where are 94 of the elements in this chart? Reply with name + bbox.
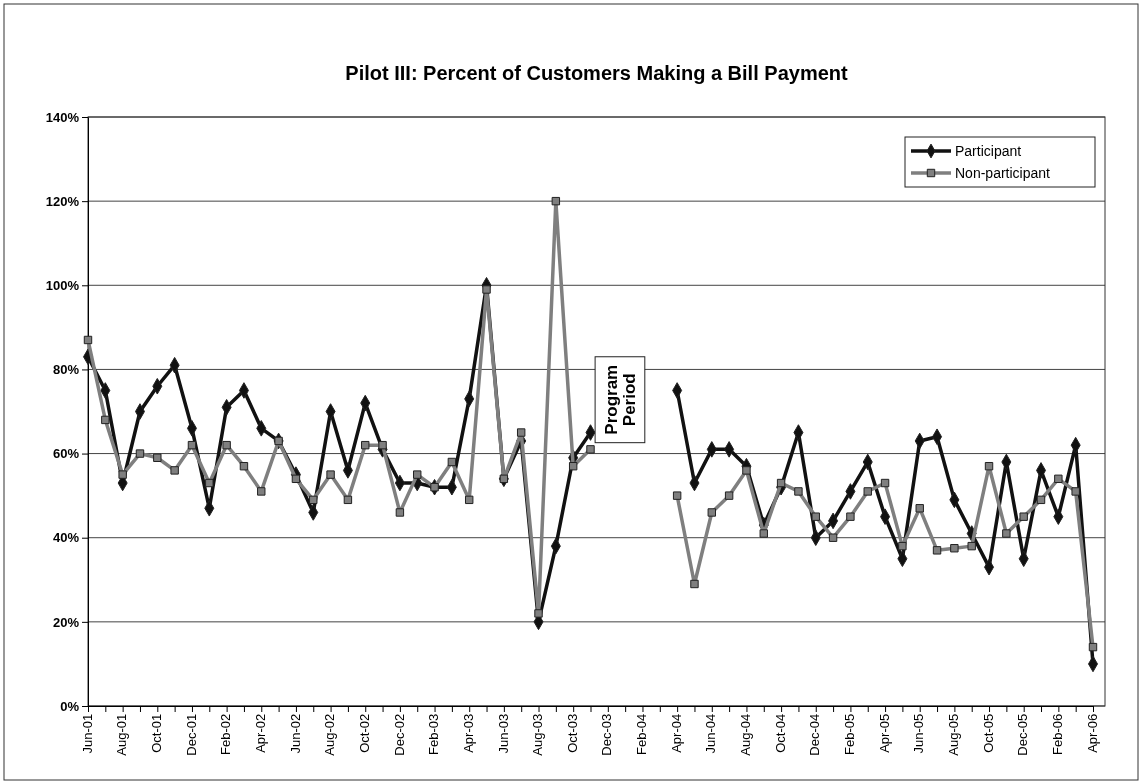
point	[551, 196, 561, 206]
point	[932, 546, 942, 555]
point	[915, 504, 924, 513]
x-tick-label: Dec-03	[599, 713, 615, 756]
point	[222, 440, 231, 450]
x-tick-label: Apr-04	[668, 713, 684, 753]
point	[672, 491, 682, 500]
point	[898, 541, 907, 551]
point	[586, 445, 595, 454]
x-tick-label: Feb-05	[842, 713, 858, 755]
x-tick-label: Oct-01	[148, 713, 164, 753]
point	[205, 478, 214, 488]
point	[967, 541, 976, 551]
point	[1002, 529, 1011, 538]
y-tick-label: 60%	[52, 446, 80, 462]
y-tick-label: 140%	[45, 109, 80, 125]
annotation: Program Period	[601, 364, 640, 435]
point	[239, 461, 249, 471]
point	[361, 440, 370, 450]
point	[984, 461, 994, 471]
point	[950, 544, 959, 553]
point	[1071, 487, 1080, 496]
point	[1036, 495, 1046, 505]
point	[516, 428, 526, 437]
x-tick-label: Oct-02	[356, 713, 372, 753]
legend-label: Non-participant	[955, 165, 1051, 181]
x-tick-label: Aug-01	[114, 713, 130, 756]
point	[707, 508, 716, 517]
point	[846, 512, 855, 521]
point	[690, 579, 699, 589]
point	[326, 470, 335, 479]
x-tick-label: Aug-02	[322, 713, 338, 756]
x-tick-label: Dec-05	[1015, 713, 1031, 756]
x-tick-label: Apr-05	[876, 713, 892, 753]
point	[343, 495, 353, 505]
point	[1019, 512, 1028, 521]
point	[378, 440, 387, 450]
point	[499, 474, 509, 484]
point	[811, 512, 820, 521]
x-tick-label: Feb-04	[634, 713, 650, 755]
point	[309, 495, 318, 505]
point	[153, 453, 162, 462]
x-tick-label: Feb-02	[218, 713, 234, 755]
point	[1054, 474, 1063, 484]
x-tick-label: Dec-02	[391, 713, 407, 756]
y-tick-label: 100%	[45, 277, 80, 293]
chart-title: Pilot III: Percent of Customers Making a Bill Payment	[345, 62, 848, 84]
y-tick-label: 20%	[52, 614, 80, 630]
point	[863, 487, 872, 496]
point	[742, 466, 751, 475]
x-tick-label: Jun-05	[911, 713, 927, 754]
point	[794, 487, 803, 496]
x-tick-label: Oct-04	[772, 713, 788, 753]
x-tick-label: Apr-06	[1084, 713, 1100, 753]
x-tick-label: Aug-04	[738, 713, 754, 756]
point	[534, 609, 543, 618]
y-tick-label: 40%	[52, 530, 80, 546]
x-tick-label: Apr-02	[252, 713, 268, 753]
x-tick-label: Aug-03	[530, 713, 546, 756]
point	[83, 335, 93, 345]
point	[187, 440, 197, 450]
x-tick-label: Oct-05	[980, 713, 996, 753]
point	[447, 457, 457, 467]
point	[724, 491, 734, 500]
point	[291, 474, 301, 484]
x-tick-label: Feb-03	[426, 713, 442, 755]
y-tick-label: 120%	[45, 193, 80, 209]
point	[413, 470, 422, 479]
x-tick-label: Jun-03	[495, 713, 511, 754]
x-tick-label: Jun-02	[287, 713, 303, 754]
y-tick-label: 80%	[52, 362, 80, 378]
x-tick-label: Dec-01	[183, 713, 199, 756]
point	[465, 495, 474, 505]
point	[1088, 642, 1098, 652]
point	[482, 285, 491, 294]
point	[759, 529, 768, 538]
point	[101, 415, 110, 425]
point	[568, 461, 578, 471]
point	[395, 508, 405, 517]
y-tick-label: 0%	[60, 698, 80, 714]
point	[135, 449, 145, 458]
x-tick-label: Jun-01	[79, 713, 95, 754]
point	[170, 466, 179, 475]
point	[828, 533, 838, 542]
point	[257, 487, 266, 496]
x-tick-label: Feb-06	[1049, 713, 1065, 755]
x-tick-label: Apr-03	[460, 713, 476, 753]
legend-label: Participant	[955, 143, 1022, 159]
x-tick-label: Aug-05	[946, 713, 962, 756]
x-tick-label: Dec-04	[807, 713, 823, 756]
point	[880, 478, 890, 488]
x-tick-label: Oct-03	[564, 713, 580, 753]
x-tick-label: Jun-04	[703, 713, 719, 754]
point	[118, 470, 127, 479]
